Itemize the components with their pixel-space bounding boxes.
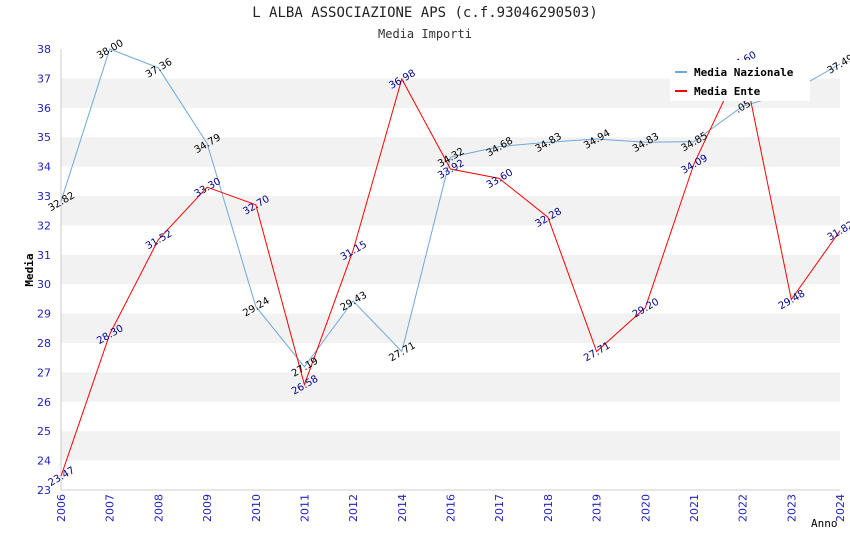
x-tick-label: 2024: [834, 494, 847, 522]
series-lines: [60, 48, 841, 477]
data-labels: 32.8238.0037.3634.7929.2427.1929.4327.71…: [47, 38, 850, 489]
grid-band: [61, 137, 840, 167]
x-tick-label: 2017: [493, 494, 506, 522]
x-tick-label: 2016: [445, 494, 458, 522]
grid-band: [61, 372, 840, 402]
y-tick-label: 23: [37, 484, 51, 497]
legend: Media Nazionale Media Ente: [670, 60, 810, 101]
y-tick-label: 28: [37, 337, 51, 350]
grid-bands: [61, 49, 840, 490]
y-tick-label: 36: [37, 102, 51, 115]
grid-band: [61, 254, 840, 285]
chart-subtitle: Media Importi: [378, 27, 472, 41]
grid-band: [61, 107, 840, 138]
grid-band: [61, 431, 840, 461]
grid-band: [61, 225, 840, 255]
grid-band: [61, 284, 840, 314]
series-line-media-ente: [60, 59, 841, 477]
x-tick-label: 2012: [347, 494, 360, 522]
x-tick-label: 2023: [785, 494, 798, 522]
legend-entry: Media Ente: [694, 85, 761, 98]
x-tick-label: 2022: [737, 494, 750, 522]
x-tick-label: 2021: [688, 494, 701, 522]
x-tick-label: 2014: [396, 494, 409, 522]
legend-entry: Media Nazionale: [694, 66, 794, 79]
y-tick-label: 24: [37, 455, 51, 468]
x-tick-label: 2007: [104, 494, 117, 522]
grid-band: [61, 460, 840, 490]
y-tick-label: 38: [37, 43, 51, 56]
y-tick-label: 31: [37, 249, 51, 262]
y-axis-label: Media: [23, 253, 36, 286]
x-ticks: 2006 2007 2008 2009 2010 2011 2012 2014 2016 2017…: [55, 494, 847, 522]
x-tick-label: 2020: [639, 494, 652, 522]
y-ticks: 23 24 25 26 27 28 29 30 31 32 33 34 35 36 37 38: [37, 43, 51, 497]
y-tick-label: 37: [37, 72, 51, 85]
legend-box: [670, 60, 810, 101]
grid-band: [61, 166, 840, 196]
y-tick-label: 34: [37, 161, 51, 174]
y-tick-label: 35: [37, 131, 51, 144]
x-tick-label: 2011: [298, 494, 311, 522]
grid-band: [61, 343, 840, 373]
axes: [60, 49, 840, 491]
x-axis-label: Anno: [811, 517, 838, 530]
x-tick-label: 2009: [201, 494, 214, 522]
x-tick-label: 2010: [250, 494, 263, 522]
x-tick-label: 2018: [542, 494, 555, 522]
y-tick-label: 32: [37, 219, 51, 232]
chart-title: L ALBA ASSOCIAZIONE APS (c.f.93046290503…: [252, 5, 598, 21]
x-tick-label: 2019: [591, 494, 604, 522]
x-tick-label: 2006: [55, 494, 68, 522]
grid-band: [61, 401, 840, 432]
x-tick-label: 2008: [152, 494, 165, 522]
y-tick-label: 26: [37, 396, 51, 409]
y-tick-label: 27: [37, 366, 51, 379]
y-tick-label: 25: [37, 425, 51, 438]
y-tick-label: 29: [37, 308, 51, 321]
grid-band: [61, 313, 840, 343]
y-tick-label: 30: [37, 278, 51, 291]
grid-band: [61, 196, 840, 226]
y-tick-label: 33: [37, 190, 51, 203]
